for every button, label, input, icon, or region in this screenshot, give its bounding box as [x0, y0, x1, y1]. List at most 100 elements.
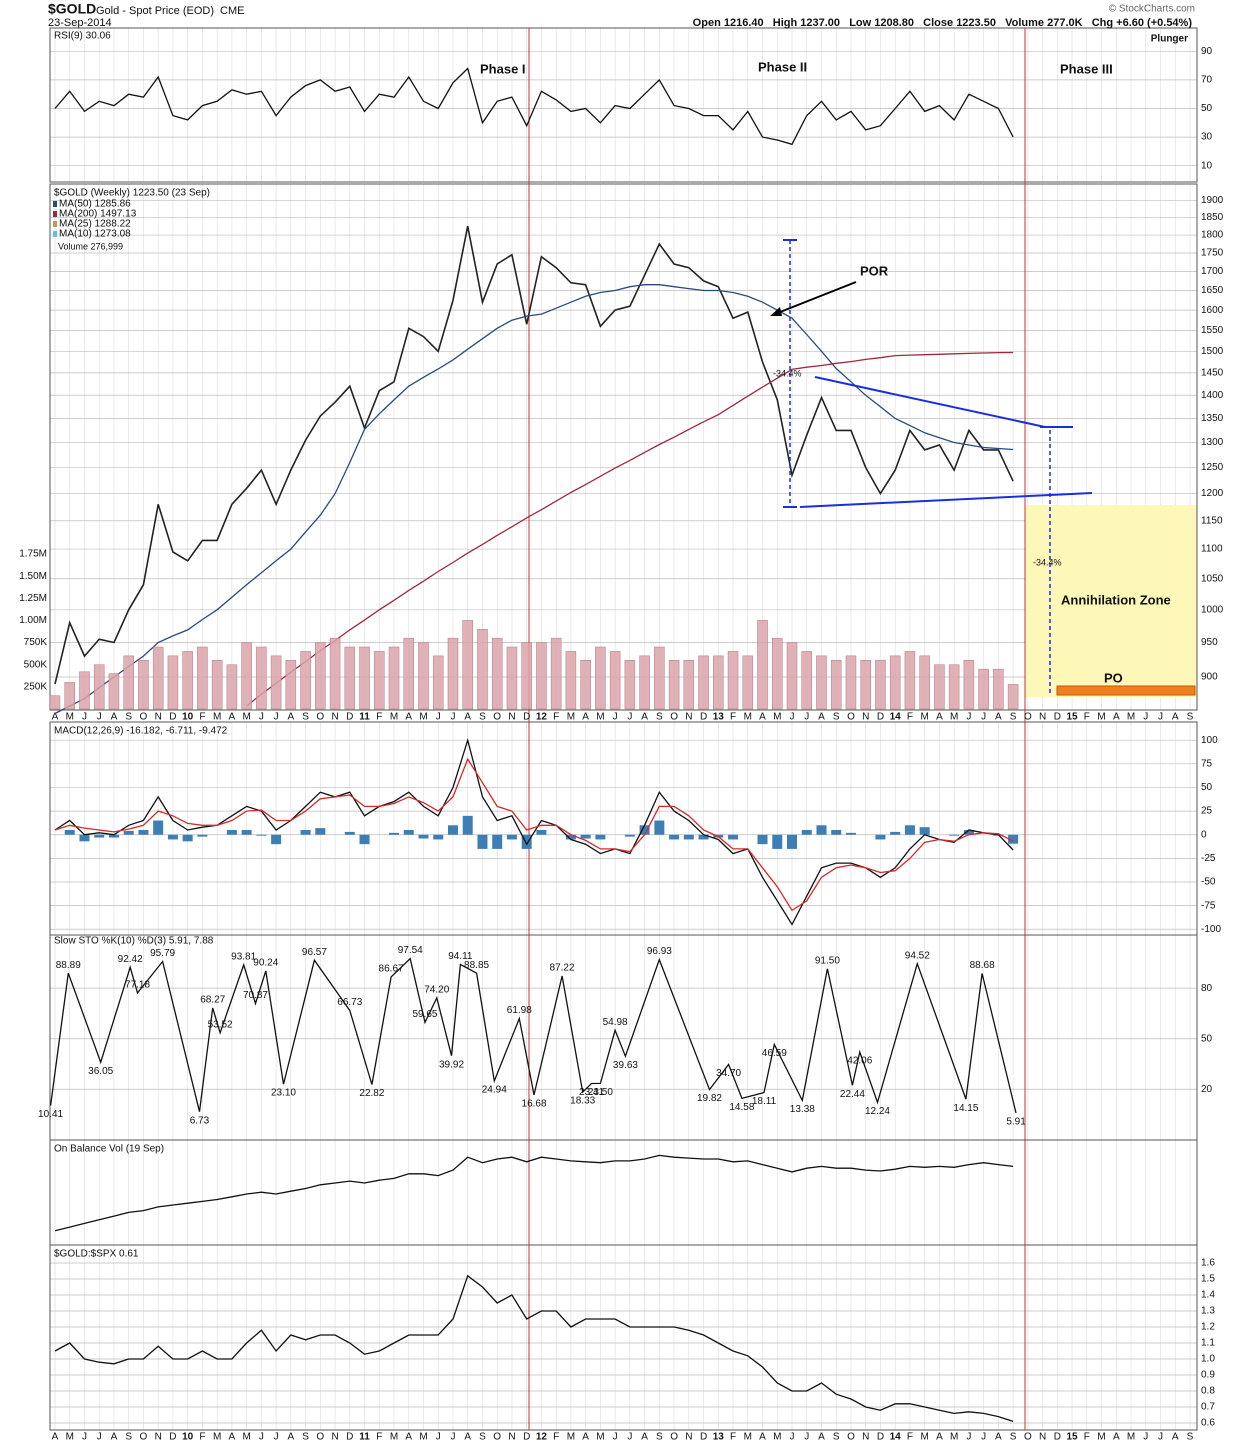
- x-tick-label: S: [833, 1432, 840, 1443]
- volume-bar: [683, 660, 695, 710]
- series-line: [49, 957, 1017, 1114]
- volume-bar: [830, 660, 842, 710]
- y-tick-label: 1700: [1201, 266, 1224, 277]
- volume-bar: [668, 660, 680, 710]
- x-tick-label: J: [981, 1432, 986, 1443]
- x-tick-label: A: [995, 712, 1002, 723]
- data-label: 74.20: [424, 985, 449, 996]
- x-tick-label: N: [331, 1432, 338, 1443]
- x-tick-label: F: [730, 1432, 736, 1443]
- y-tick-label: 0: [1201, 829, 1207, 840]
- data-label: 24.94: [482, 1085, 507, 1096]
- histogram-bar: [875, 834, 886, 840]
- volume-bar: [624, 660, 636, 710]
- x-tick-label: J: [627, 1432, 632, 1443]
- x-tick-label: M: [950, 1432, 958, 1443]
- volume-bar: [521, 642, 532, 710]
- x-tick-label: O: [493, 1432, 501, 1443]
- y-tick-label: 0.9: [1201, 1370, 1215, 1381]
- y-tick-label: 1.0: [1201, 1354, 1215, 1365]
- x-tick-label: N: [685, 712, 692, 723]
- x-tick-label: F: [1084, 1432, 1090, 1443]
- x-tick-label: N: [508, 1432, 515, 1443]
- x-tick-label: 13: [713, 712, 725, 723]
- histogram-bar: [1008, 834, 1019, 844]
- author: Plunger: [1151, 34, 1188, 45]
- x-tick-label: J: [613, 1432, 618, 1443]
- histogram-bar: [580, 834, 591, 839]
- x-tick-label: M: [1097, 712, 1105, 723]
- x-tick-label: S: [1187, 712, 1194, 723]
- y-tick-label: 1650: [1201, 285, 1224, 296]
- data-label: 86.67: [379, 964, 404, 975]
- data-label: 70.87: [243, 990, 268, 1001]
- x-tick-label: 10: [182, 1432, 194, 1443]
- volume-bar: [418, 642, 429, 710]
- data-label: 96.93: [647, 946, 672, 957]
- y-tick-label: 1.5: [1201, 1274, 1215, 1285]
- x-tick-label: O: [1024, 1432, 1032, 1443]
- x-tick-label: M: [920, 1432, 928, 1443]
- x-tick-label: D: [1054, 712, 1061, 723]
- por-label: POR: [860, 263, 889, 278]
- panel-title: RSI(9) 30.06: [54, 31, 111, 42]
- histogram-bar: [153, 820, 164, 835]
- y-tick-label: 1050: [1201, 573, 1224, 584]
- volume-bar: [580, 660, 591, 710]
- drop-label: -34.4%: [1033, 557, 1062, 567]
- histogram-bar: [492, 834, 503, 849]
- x-tick-label: M: [213, 712, 221, 723]
- x-tick-label: J: [259, 712, 264, 723]
- volume-bar: [64, 682, 75, 710]
- x-tick-label: A: [818, 1432, 825, 1443]
- x-tick-label: F: [553, 712, 559, 723]
- histogram-bar: [639, 825, 650, 835]
- x-tick-label: D: [877, 712, 884, 723]
- histogram-bar: [315, 828, 326, 835]
- data-label: 88.85: [464, 960, 489, 971]
- histogram-bar: [418, 834, 429, 839]
- histogram-bar: [123, 830, 134, 835]
- series-line: [54, 1154, 1014, 1232]
- volume-bar: [79, 671, 90, 710]
- x-tick-label: J: [450, 1432, 455, 1443]
- panel-title: $GOLD:$SPX 0.61: [54, 1249, 139, 1260]
- data-label: 95.79: [150, 948, 175, 959]
- x-tick-label: A: [52, 712, 59, 723]
- x-tick-label: J: [804, 712, 809, 723]
- x-tick-label: S: [302, 1432, 309, 1443]
- series-line: [54, 67, 1014, 146]
- histogram-bar: [462, 815, 473, 835]
- x-tick-label: F: [907, 1432, 913, 1443]
- volume-bar: [993, 668, 1004, 710]
- volume-bar: [919, 655, 930, 710]
- histogram-bar: [669, 834, 680, 840]
- y-tick-label: 1450: [1201, 368, 1224, 379]
- volume-bar: [860, 660, 871, 710]
- volume-bar: [1007, 684, 1019, 710]
- x-tick-label: 10: [182, 712, 194, 723]
- y-tick-label: 1800: [1201, 230, 1224, 241]
- panel-title: Slow STO %K(10) %D(3) 5.91, 7.88: [54, 936, 214, 947]
- histogram-bar: [389, 832, 400, 835]
- y-tick-label: 1.75M: [19, 549, 47, 560]
- volume-bar: [639, 655, 650, 710]
- x-tick-label: M: [1097, 1432, 1105, 1443]
- histogram-bar: [359, 834, 370, 845]
- data-label: 90.24: [253, 958, 278, 969]
- x-tick-label: F: [199, 1432, 205, 1443]
- x-tick-label: N: [155, 712, 162, 723]
- x-tick-label: O: [847, 1432, 855, 1443]
- data-label: 5.91: [1006, 1117, 1026, 1128]
- price-frame: [49, 183, 1198, 711]
- x-tick-label: M: [596, 1432, 604, 1443]
- x-tick-label: M: [744, 712, 752, 723]
- volume-bar: [226, 664, 238, 710]
- data-label: 94.11: [448, 951, 473, 962]
- x-tick-label: S: [1010, 712, 1017, 723]
- volume-bar: [948, 664, 960, 710]
- x-tick-label: J: [97, 712, 102, 723]
- x-tick-label: A: [1113, 1432, 1120, 1443]
